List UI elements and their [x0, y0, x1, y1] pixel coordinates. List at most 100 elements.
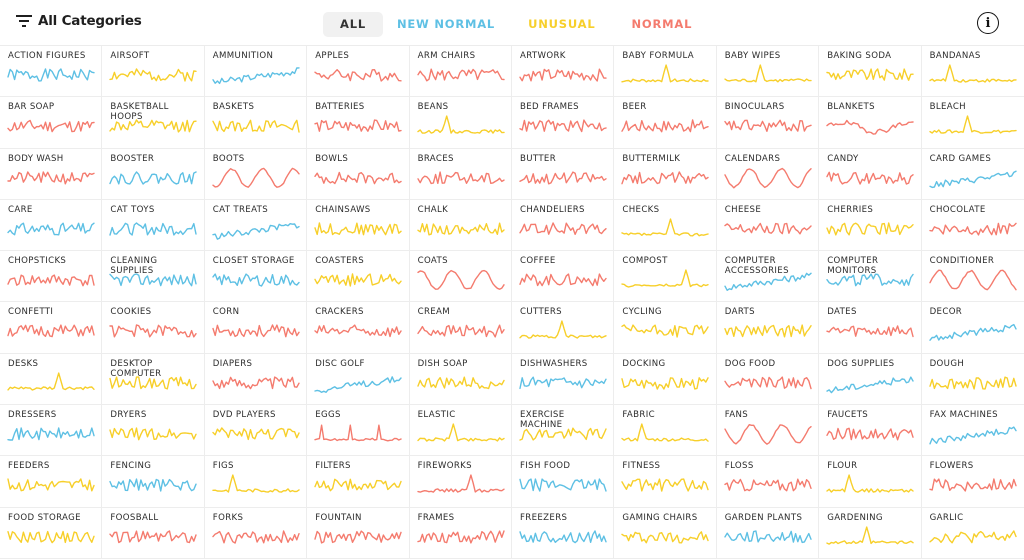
category-tile[interactable]: FILTERS — [307, 456, 410, 508]
category-tile[interactable]: CONFETTI — [0, 302, 103, 354]
category-tile[interactable]: COOKIES — [102, 302, 205, 354]
category-tile[interactable]: FISH FOOD — [512, 456, 615, 508]
category-tile[interactable]: FAX MACHINES — [921, 405, 1024, 457]
category-tile[interactable]: CHANDELIERS — [512, 199, 615, 252]
category-filter-button[interactable]: All Categories — [16, 13, 142, 29]
category-tile[interactable]: DOG FOOD — [716, 353, 820, 406]
category-tile[interactable]: BED FRAMES — [512, 97, 615, 149]
category-tile[interactable]: COFFEE — [512, 251, 615, 303]
tab-new-normal[interactable]: NEW NORMAL — [396, 17, 496, 31]
category-tile[interactable]: BABY WIPES — [716, 46, 820, 98]
category-tile[interactable]: FAUCETS — [819, 405, 922, 457]
category-tile[interactable]: DVD PLAYERS — [204, 405, 308, 457]
category-tile[interactable]: DOCKING — [614, 353, 717, 406]
category-tile[interactable]: FABRIC — [614, 405, 717, 457]
category-tile[interactable]: FANS — [716, 405, 820, 457]
category-tile[interactable]: CLOSET STORAGE — [204, 251, 308, 303]
category-tile[interactable]: CREAM — [409, 302, 512, 354]
category-tile[interactable]: DARTS — [716, 302, 820, 354]
category-tile[interactable]: BEANS — [409, 97, 512, 149]
category-tile[interactable]: DISC GOLF — [307, 353, 410, 406]
category-tile[interactable]: ARM CHAIRS — [409, 46, 512, 98]
category-tile[interactable]: CONDITIONER — [921, 251, 1024, 303]
category-tile[interactable]: FLOUR — [819, 456, 922, 508]
category-tile[interactable]: BINOCULARS — [716, 97, 820, 149]
category-tile[interactable]: APPLES — [307, 46, 410, 98]
category-tile[interactable]: COMPOST — [614, 251, 717, 303]
category-tile[interactable]: CARE — [0, 199, 103, 252]
category-tile[interactable]: FREEZERS — [512, 507, 615, 559]
category-tile[interactable]: BUTTERMILK — [614, 148, 717, 200]
category-tile[interactable]: FIGS — [204, 456, 308, 508]
category-tile[interactable]: DOG SUPPLIES — [819, 353, 922, 406]
category-tile[interactable]: BLEACH — [921, 97, 1024, 149]
category-tile[interactable]: GARDENING — [819, 507, 922, 559]
category-tile[interactable]: COMPUTER MONITORS — [819, 251, 922, 303]
category-tile[interactable]: CHOCOLATE — [921, 199, 1024, 252]
category-tile[interactable]: CUTTERS — [512, 302, 615, 354]
category-tile[interactable]: GAMING CHAIRS — [614, 507, 717, 559]
tab-all[interactable]: ALL — [323, 12, 383, 37]
category-tile[interactable]: CYCLING — [614, 302, 717, 354]
category-tile[interactable]: CHERRIES — [819, 199, 922, 252]
category-tile[interactable]: CAT TOYS — [102, 199, 205, 252]
category-tile[interactable]: CANDY — [819, 148, 922, 200]
category-tile[interactable]: FENCING — [102, 456, 205, 508]
category-tile[interactable]: AIRSOFT — [102, 46, 205, 98]
category-tile[interactable]: DESKTOP COMPUTER — [102, 353, 205, 406]
category-tile[interactable]: BLANKETS — [819, 97, 922, 149]
category-tile[interactable]: DRYERS — [102, 405, 205, 457]
category-tile[interactable]: FRAMES — [409, 507, 512, 559]
category-tile[interactable]: BATTERIES — [307, 97, 410, 149]
category-tile[interactable]: FOUNTAIN — [307, 507, 410, 559]
category-tile[interactable]: CORN — [204, 302, 308, 354]
category-tile[interactable]: BRACES — [409, 148, 512, 200]
category-tile[interactable]: DOUGH — [921, 353, 1024, 406]
category-tile[interactable]: DATES — [819, 302, 922, 354]
category-tile[interactable]: CHECKS — [614, 199, 717, 252]
category-tile[interactable]: GARLIC — [921, 507, 1024, 559]
category-tile[interactable]: FLOWERS — [921, 456, 1024, 508]
category-tile[interactable]: FOOSBALL — [102, 507, 205, 559]
category-tile[interactable]: COASTERS — [307, 251, 410, 303]
category-tile[interactable]: CHALK — [409, 199, 512, 252]
category-tile[interactable]: FEEDERS — [0, 456, 103, 508]
category-tile[interactable]: DECOR — [921, 302, 1024, 354]
category-tile[interactable]: CALENDARS — [716, 148, 820, 200]
category-tile[interactable]: BOWLS — [307, 148, 410, 200]
category-tile[interactable]: BASKETS — [204, 97, 308, 149]
category-tile[interactable]: CHAINSAWS — [307, 199, 410, 252]
category-tile[interactable]: BEER — [614, 97, 717, 149]
category-tile[interactable]: BASKETBALL HOOPS — [102, 97, 205, 149]
category-tile[interactable]: BODY WASH — [0, 148, 103, 200]
category-tile[interactable]: CARD GAMES — [921, 148, 1024, 200]
category-tile[interactable]: EGGS — [307, 405, 410, 457]
category-tile[interactable]: AMMUNITION — [204, 46, 308, 98]
category-tile[interactable]: CAT TREATS — [204, 199, 308, 252]
category-tile[interactable]: CRACKERS — [307, 302, 410, 354]
category-tile[interactable]: CHEESE — [716, 199, 820, 252]
category-tile[interactable]: BABY FORMULA — [614, 46, 717, 98]
category-tile[interactable]: COATS — [409, 251, 512, 303]
category-tile[interactable]: DISH SOAP — [409, 353, 512, 406]
category-tile[interactable]: ACTION FIGURES — [0, 46, 103, 98]
category-tile[interactable]: FOOD STORAGE — [0, 507, 103, 559]
category-tile[interactable]: ELASTIC — [409, 405, 512, 457]
tab-normal[interactable]: NORMAL — [631, 17, 693, 31]
category-tile[interactable]: FITNESS — [614, 456, 717, 508]
tab-unusual[interactable]: UNUSUAL — [528, 17, 596, 31]
category-tile[interactable]: FORKS — [204, 507, 308, 559]
category-tile[interactable]: BOOTS — [204, 148, 308, 200]
category-tile[interactable]: BUTTER — [512, 148, 615, 200]
category-tile[interactable]: COMPUTER ACCESSORIES — [716, 251, 820, 303]
category-tile[interactable]: BOOSTER — [102, 148, 205, 200]
category-tile[interactable]: FIREWORKS — [409, 456, 512, 508]
info-button[interactable]: i — [977, 12, 999, 34]
category-tile[interactable]: BAR SOAP — [0, 97, 103, 149]
category-tile[interactable]: ARTWORK — [512, 46, 615, 98]
category-tile[interactable]: DESKS — [0, 353, 103, 406]
category-tile[interactable]: CLEANING SUPPLIES — [102, 251, 205, 303]
category-tile[interactable]: CHOPSTICKS — [0, 251, 103, 303]
category-tile[interactable]: GARDEN PLANTS — [716, 507, 820, 559]
category-tile[interactable]: FLOSS — [716, 456, 820, 508]
